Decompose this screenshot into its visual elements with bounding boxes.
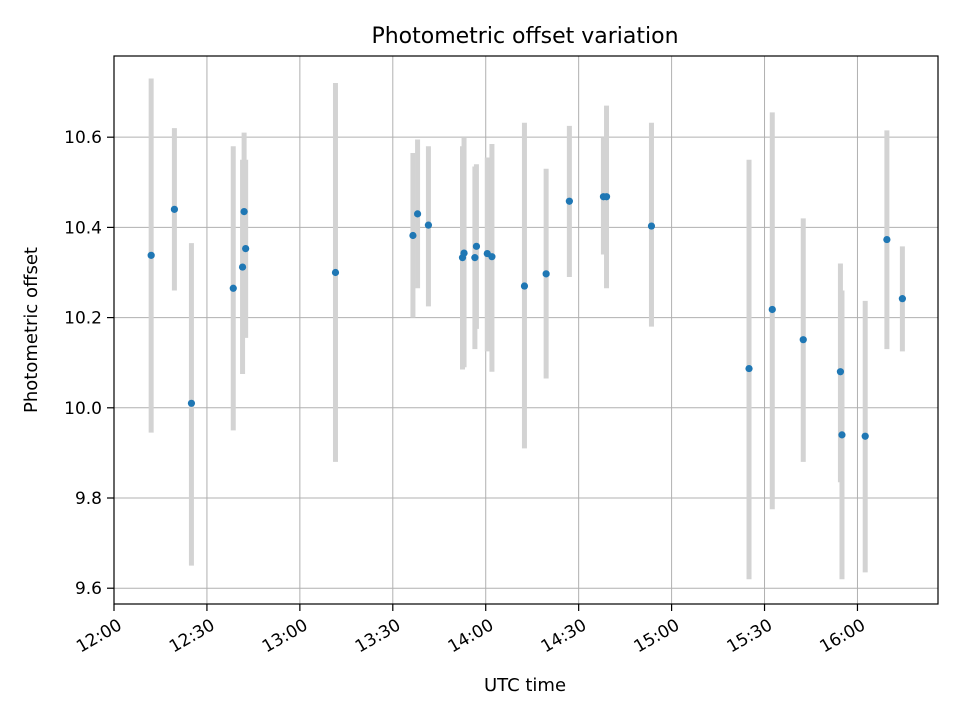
data-point: [170, 205, 179, 213]
data-point: [799, 336, 807, 344]
data-point: [861, 432, 869, 440]
data-point: [542, 270, 550, 278]
y-axis-label: Photometric offset: [21, 247, 42, 413]
data-point: [898, 295, 906, 303]
data-point: [565, 197, 573, 205]
data-point: [488, 253, 496, 261]
y-tick-label: 9.8: [75, 489, 102, 509]
data-point: [647, 222, 656, 230]
data-point: [471, 254, 479, 262]
data-point: [768, 305, 776, 314]
plot-frame: [113, 55, 939, 605]
data-point: [409, 231, 417, 240]
data-point: [460, 249, 468, 257]
data-point: [424, 221, 433, 229]
data-point: [187, 399, 196, 407]
data-point: [838, 431, 846, 439]
data-point: [331, 268, 340, 277]
y-tick-label: 10.0: [64, 399, 102, 419]
data-point: [836, 368, 845, 376]
y-tick-label: 9.6: [75, 579, 102, 599]
data-point: [147, 251, 155, 259]
y-tick-label: 10.4: [64, 218, 102, 238]
data-point: [238, 263, 247, 271]
data-point: [883, 235, 891, 244]
x-axis-label: UTC time: [484, 675, 566, 696]
data-point: [520, 282, 529, 290]
data-point: [745, 364, 753, 373]
chart-title: Photometric offset variation: [371, 24, 678, 49]
y-axis: 9.6 9.8 10.0 10.2 10.4 10.6: [64, 128, 114, 599]
data-points: [147, 193, 906, 440]
y-tick-label: 10.6: [64, 128, 102, 148]
data-point: [472, 242, 481, 250]
data-point: [242, 244, 250, 253]
y-tick-label: 10.2: [64, 309, 102, 329]
data-point: [229, 284, 237, 292]
data-point: [413, 210, 422, 218]
data-point: [602, 193, 611, 201]
data-point: [240, 208, 248, 216]
